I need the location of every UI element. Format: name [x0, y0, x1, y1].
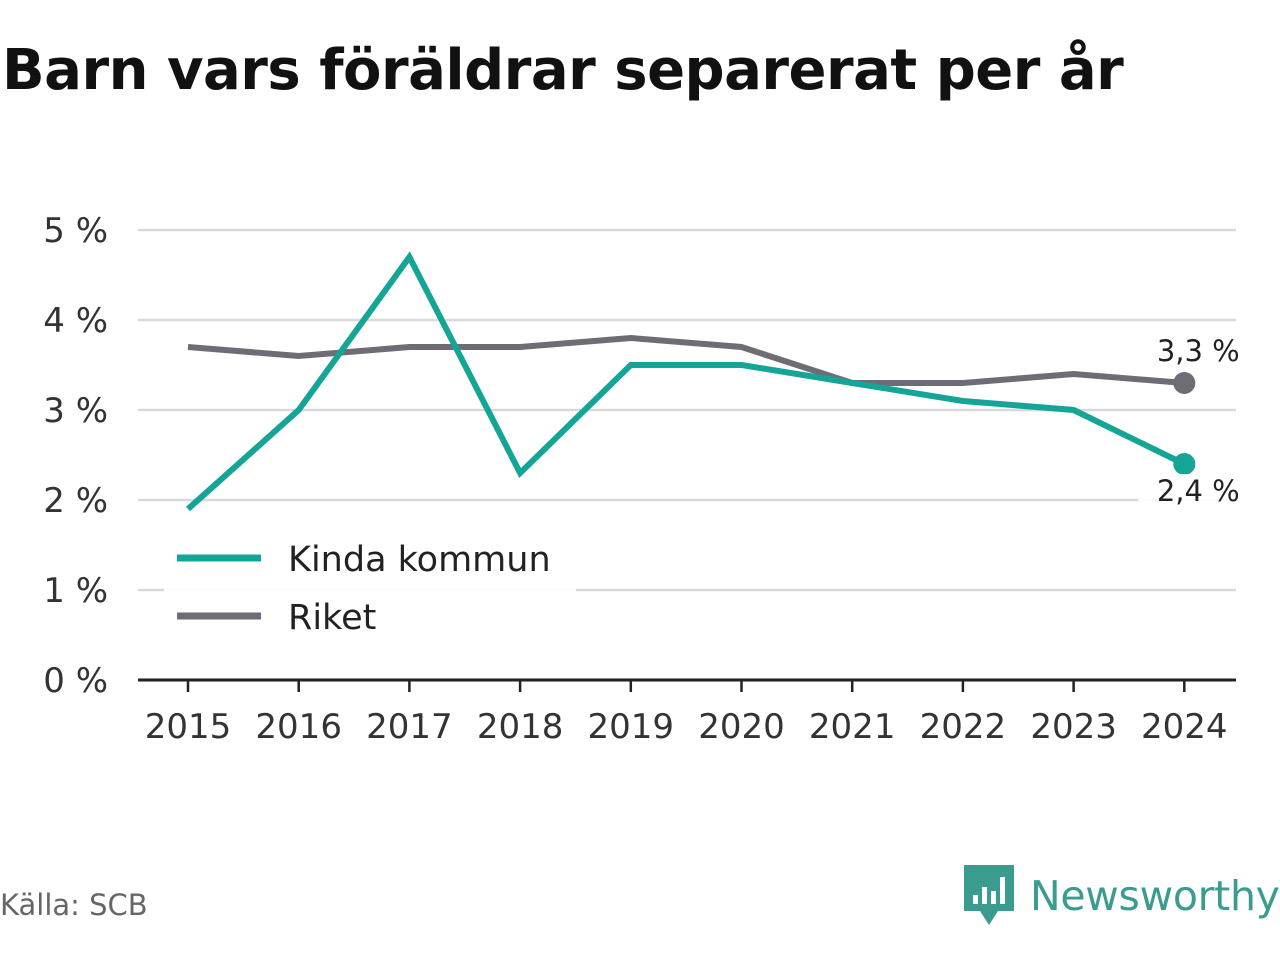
x-tick-label: 2018	[477, 707, 564, 747]
source-note: Källa: SCB	[0, 888, 148, 922]
series-line-kinda-kommun	[186, 251, 1186, 512]
series-end-point	[1173, 372, 1196, 394]
legend-label: Kinda kommun	[288, 540, 551, 580]
x-tick-label: 2016	[255, 707, 342, 747]
series-end-point	[1173, 453, 1196, 475]
data-label: 3,3 %	[1157, 334, 1240, 368]
x-tick-label: 2023	[1030, 707, 1117, 747]
y-axis-labels: 0 % 1 % 2 % 3 % 4 % 5 %	[43, 211, 108, 701]
x-tick-label: 2019	[588, 707, 675, 747]
y-tick-label: 3 %	[43, 391, 108, 431]
legend: Kinda kommun Riket	[164, 530, 576, 648]
chart-title: Barn vars föräldrar separerat per år	[2, 38, 1124, 103]
y-tick-label: 4 %	[43, 301, 108, 341]
newsworthy-logo-icon	[964, 865, 1014, 925]
x-tick-label: 2017	[366, 707, 453, 747]
y-tick-label: 1 %	[43, 571, 108, 611]
legend-label: Riket	[288, 598, 376, 638]
y-tick-label: 0 %	[43, 661, 108, 701]
data-label-background	[1138, 474, 1231, 508]
end-labels: 2,4 % 3,3 %	[1138, 334, 1240, 508]
x-axis-labels: 2015 2016 2017 2018 2019 2020 2021 2022 2023 2024	[145, 707, 1228, 747]
x-tick-label: 2022	[920, 707, 1007, 747]
x-axis	[138, 678, 1236, 692]
brand-logo: Newsworthy	[964, 864, 1280, 928]
y-tick-label: 5 %	[43, 211, 108, 251]
brand-name: Newsworthy	[1030, 872, 1280, 920]
series-line-riket	[187, 334, 1185, 386]
x-tick-label: 2015	[145, 707, 232, 747]
data-label: 2,4 %	[1157, 474, 1240, 508]
x-tick-label: 2024	[1141, 707, 1228, 747]
y-tick-label: 2 %	[43, 481, 108, 521]
series-lines	[186, 251, 1196, 512]
legend-background	[164, 530, 576, 648]
x-tick-label: 2020	[698, 707, 785, 747]
x-tick-label: 2021	[809, 707, 896, 747]
